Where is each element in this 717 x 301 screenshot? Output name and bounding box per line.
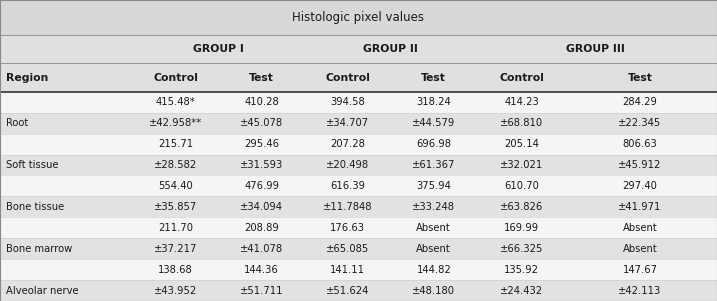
Text: ±37.217: ±37.217 <box>154 244 197 254</box>
Bar <box>0 217 717 238</box>
Bar <box>0 238 717 259</box>
Text: ±35.857: ±35.857 <box>154 202 197 212</box>
Text: ±33.248: ±33.248 <box>412 202 455 212</box>
Text: ±65.085: ±65.085 <box>326 244 369 254</box>
Text: 176.63: 176.63 <box>331 223 365 233</box>
Text: Test: Test <box>250 73 274 82</box>
Text: ±45.078: ±45.078 <box>240 118 283 128</box>
Text: Absent: Absent <box>417 244 451 254</box>
Text: ±45.912: ±45.912 <box>618 160 662 170</box>
Text: Alveolar nerve: Alveolar nerve <box>6 286 79 296</box>
Bar <box>0 0 717 35</box>
Text: ±22.345: ±22.345 <box>618 118 662 128</box>
Text: Soft tissue: Soft tissue <box>6 160 59 170</box>
Text: ±11.7848: ±11.7848 <box>323 202 373 212</box>
Text: Absent: Absent <box>622 244 657 254</box>
Text: Absent: Absent <box>622 223 657 233</box>
Text: 610.70: 610.70 <box>504 181 539 191</box>
Text: 211.70: 211.70 <box>158 223 193 233</box>
Text: ±48.180: ±48.180 <box>412 286 455 296</box>
Text: Test: Test <box>627 73 652 82</box>
Text: 696.98: 696.98 <box>417 139 451 149</box>
Text: 415.48*: 415.48* <box>156 97 196 107</box>
Text: ±44.579: ±44.579 <box>412 118 455 128</box>
Text: 215.71: 215.71 <box>158 139 193 149</box>
Text: GROUP II: GROUP II <box>364 44 418 54</box>
Text: 476.99: 476.99 <box>244 181 279 191</box>
Bar <box>0 63 717 92</box>
Text: Bone marrow: Bone marrow <box>6 244 72 254</box>
Text: ±41.971: ±41.971 <box>618 202 662 212</box>
Text: Root: Root <box>6 118 29 128</box>
Bar <box>0 113 717 134</box>
Text: ±51.624: ±51.624 <box>326 286 369 296</box>
Text: 207.28: 207.28 <box>331 139 365 149</box>
Text: GROUP I: GROUP I <box>194 44 244 54</box>
Text: 135.92: 135.92 <box>504 265 539 275</box>
Text: 141.11: 141.11 <box>331 265 365 275</box>
Text: 554.40: 554.40 <box>158 181 193 191</box>
Text: 295.46: 295.46 <box>244 139 279 149</box>
Text: 208.89: 208.89 <box>244 223 279 233</box>
Text: 375.94: 375.94 <box>417 181 451 191</box>
Text: ±68.810: ±68.810 <box>500 118 543 128</box>
Text: ±43.952: ±43.952 <box>154 286 197 296</box>
Bar <box>0 35 717 63</box>
Text: 169.99: 169.99 <box>504 223 539 233</box>
Text: 806.63: 806.63 <box>622 139 657 149</box>
Bar <box>0 134 717 154</box>
Text: ±28.582: ±28.582 <box>154 160 197 170</box>
Text: 297.40: 297.40 <box>622 181 657 191</box>
Text: GROUP III: GROUP III <box>566 44 625 54</box>
Text: Bone tissue: Bone tissue <box>6 202 65 212</box>
Text: ±32.021: ±32.021 <box>500 160 543 170</box>
Text: ±66.325: ±66.325 <box>500 244 543 254</box>
Text: ±51.711: ±51.711 <box>240 286 283 296</box>
Text: 138.68: 138.68 <box>158 265 193 275</box>
Bar <box>0 280 717 301</box>
Text: ±24.432: ±24.432 <box>500 286 543 296</box>
Text: 144.36: 144.36 <box>244 265 279 275</box>
Text: ±42.113: ±42.113 <box>618 286 662 296</box>
Text: ±63.826: ±63.826 <box>500 202 543 212</box>
Text: Region: Region <box>6 73 49 82</box>
Text: 205.14: 205.14 <box>504 139 539 149</box>
Text: 144.82: 144.82 <box>417 265 451 275</box>
Bar <box>0 196 717 217</box>
Bar <box>0 175 717 196</box>
Text: 616.39: 616.39 <box>331 181 365 191</box>
Bar <box>0 154 717 175</box>
Text: ±42.958**: ±42.958** <box>149 118 202 128</box>
Text: ±61.367: ±61.367 <box>412 160 455 170</box>
Text: 147.67: 147.67 <box>622 265 657 275</box>
Text: Control: Control <box>499 73 544 82</box>
Text: 410.28: 410.28 <box>244 97 279 107</box>
Text: Control: Control <box>153 73 198 82</box>
Text: 394.58: 394.58 <box>331 97 365 107</box>
Text: Absent: Absent <box>417 223 451 233</box>
Text: ±34.094: ±34.094 <box>240 202 283 212</box>
Text: Control: Control <box>326 73 370 82</box>
Text: Test: Test <box>422 73 446 82</box>
Text: ±34.707: ±34.707 <box>326 118 369 128</box>
Text: 318.24: 318.24 <box>417 97 451 107</box>
Bar <box>0 259 717 280</box>
Text: Histologic pixel values: Histologic pixel values <box>293 11 424 24</box>
Bar <box>0 92 717 113</box>
Text: ±31.593: ±31.593 <box>240 160 283 170</box>
Text: ±20.498: ±20.498 <box>326 160 369 170</box>
Text: 284.29: 284.29 <box>622 97 657 107</box>
Text: 414.23: 414.23 <box>504 97 539 107</box>
Text: ±41.078: ±41.078 <box>240 244 283 254</box>
